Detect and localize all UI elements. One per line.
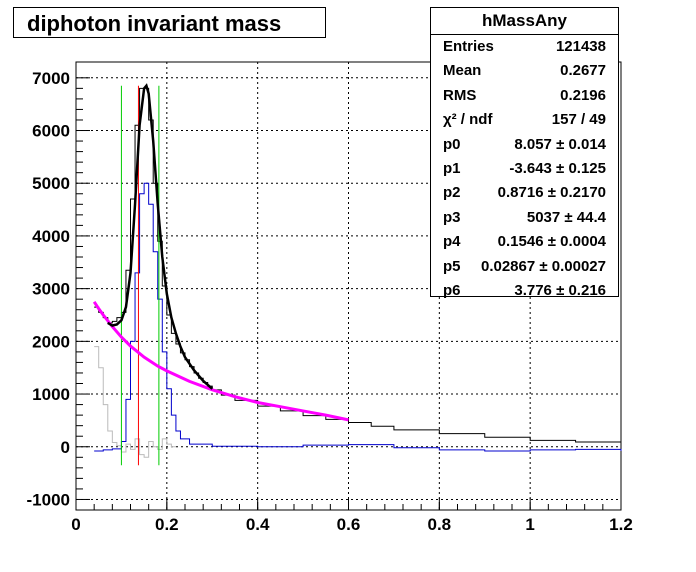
stats-value: 0.2196 — [560, 86, 606, 104]
stats-value: 0.8716 ± 0.2170 — [497, 184, 606, 202]
x-tick-label: 1.2 — [609, 515, 633, 534]
y-tick-label: 6000 — [32, 122, 70, 141]
stats-key: p0 — [443, 135, 461, 153]
stats-key: p6 — [443, 281, 461, 299]
x-tick-label: 0.8 — [428, 515, 452, 534]
x-tick-label: 0 — [71, 515, 80, 534]
y-tick-label: 3000 — [32, 280, 70, 299]
y-tick-label: 0 — [61, 438, 70, 457]
stats-row-entries: Entries 121438 — [431, 35, 618, 59]
stats-key: p2 — [443, 184, 461, 202]
x-tick-label: 1 — [525, 515, 534, 534]
stats-key: RMS — [443, 86, 477, 104]
stats-key: Mean — [443, 62, 482, 80]
stats-box-name: hMassAny — [431, 8, 618, 35]
y-tick-label: 7000 — [32, 69, 70, 88]
x-tick-label: 0.2 — [155, 515, 179, 534]
stats-row-p0: p0 8.057 ± 0.014 — [431, 133, 618, 157]
stats-row-p4: p4 0.1546 ± 0.0004 — [431, 230, 618, 254]
stats-box: hMassAny Entries 121438 Mean 0.2677 RMS … — [430, 7, 619, 299]
series-fit — [107, 83, 214, 390]
series-background-sub — [94, 346, 176, 458]
series-background-fit — [92, 300, 349, 422]
stats-value: 121438 — [555, 38, 606, 55]
stats-value: 0.02867 ± 0.00027 — [480, 257, 606, 275]
series-signal — [94, 182, 622, 452]
stats-key: χ² / ndf — [443, 111, 493, 129]
stats-row-rms: RMS 0.2196 — [431, 84, 618, 108]
stats-row-p5: p5 0.02867 ± 0.00027 — [431, 255, 618, 279]
stats-row-mean: Mean 0.2677 — [431, 59, 618, 83]
stats-key: Entries — [443, 38, 494, 55]
y-tick-label: 5000 — [32, 174, 70, 193]
chart-title-box: diphoton invariant mass — [13, 7, 326, 38]
stats-value: 3.776 ± 0.216 — [514, 281, 606, 299]
data-series — [92, 83, 622, 466]
stats-key: p1 — [443, 159, 461, 177]
x-tick-label: 0.6 — [337, 515, 361, 534]
stats-row-p3: p3 5037 ± 44.4 — [431, 206, 618, 230]
stats-row-p2: p2 0.8716 ± 0.2170 — [431, 181, 618, 205]
stats-row-p6: p6 3.776 ± 0.216 — [431, 279, 618, 303]
axes: 0 0.2 0.4 0.6 0.8 1 1.2-1000010002000300040005… — [27, 69, 633, 534]
x-tick-label: 0.4 — [246, 515, 270, 534]
stats-value: -3.643 ± 0.125 — [509, 159, 606, 177]
y-tick-label: 2000 — [32, 332, 70, 351]
stats-row-chi2: χ² / ndf 157 / 49 — [431, 108, 618, 132]
stats-value: 5037 ± 44.4 — [526, 208, 606, 226]
stats-value: 157 / 49 — [551, 111, 606, 129]
stats-row-p1: p1 -3.643 ± 0.125 — [431, 157, 618, 181]
y-tick-label: -1000 — [27, 490, 70, 509]
stats-value: 8.057 ± 0.014 — [514, 135, 606, 153]
stats-key: p3 — [443, 208, 461, 226]
y-tick-label: 4000 — [32, 227, 70, 246]
stats-value: 0.1546 ± 0.0004 — [497, 233, 606, 251]
chart-title: diphoton invariant mass — [27, 11, 282, 36]
y-tick-label: 1000 — [32, 385, 70, 404]
stats-key: p5 — [443, 257, 461, 275]
stats-value: 0.2677 — [560, 62, 606, 80]
stats-key: p4 — [443, 233, 461, 251]
